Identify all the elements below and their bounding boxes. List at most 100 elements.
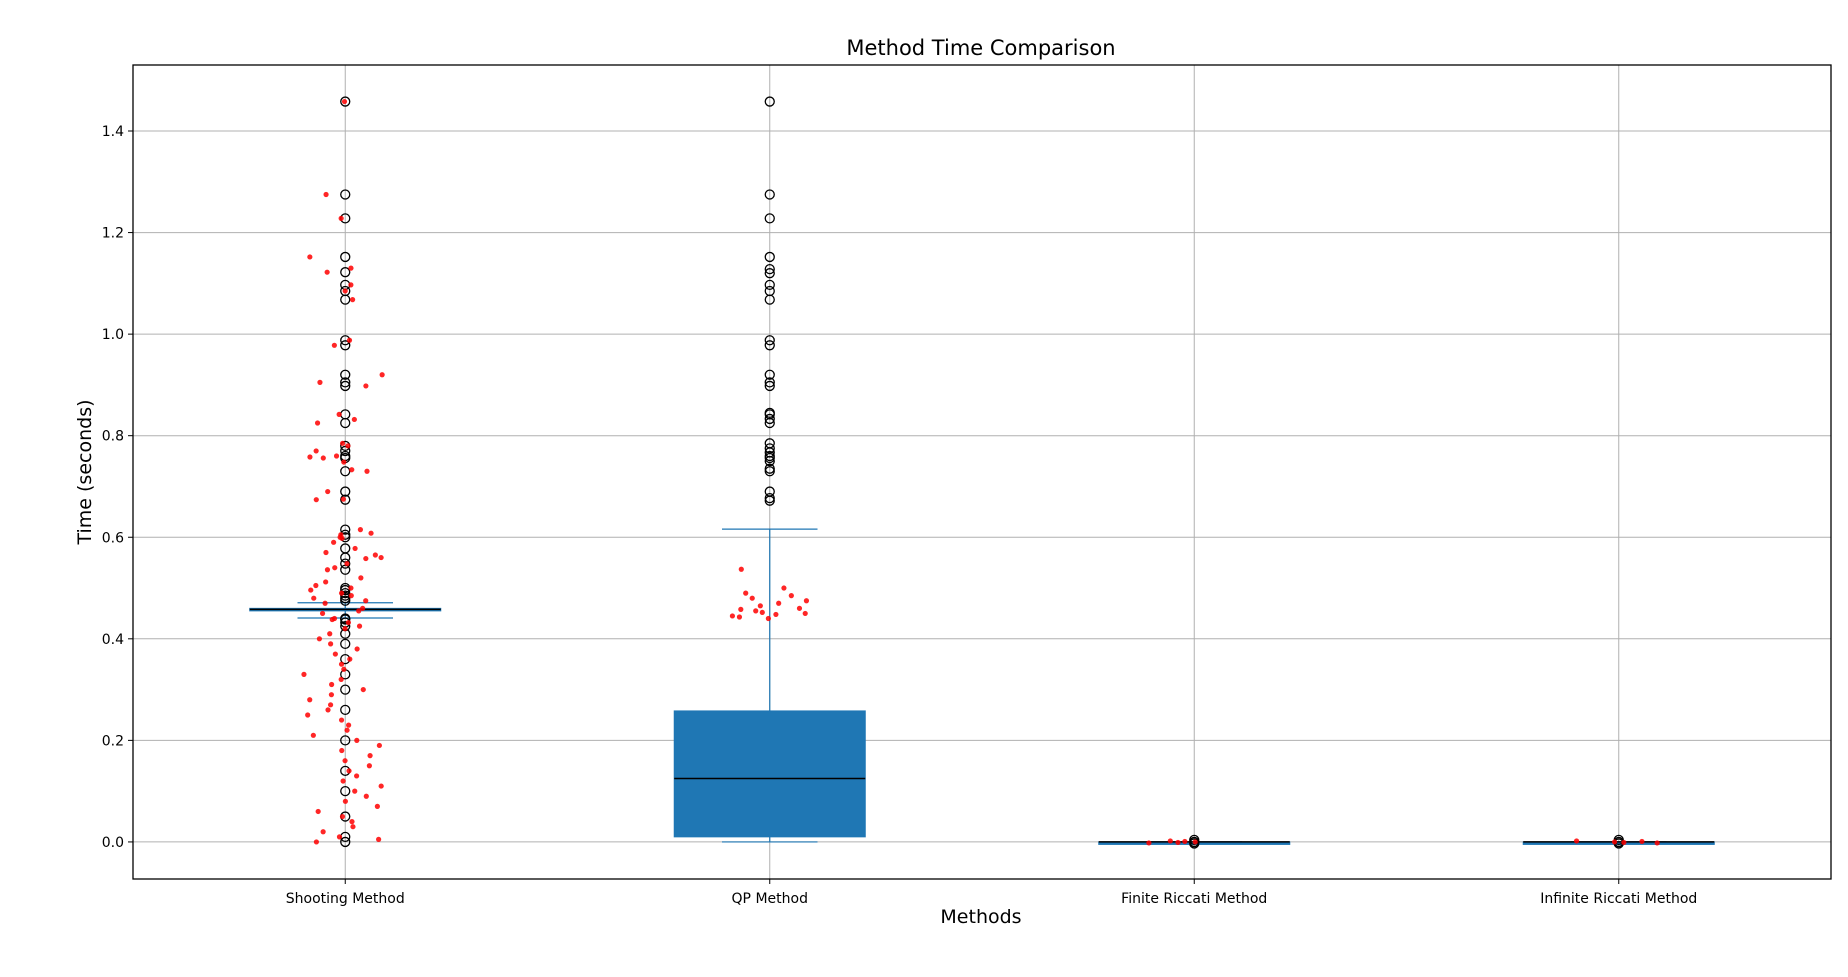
data-point <box>328 692 335 698</box>
data-point <box>311 595 317 601</box>
outlier-point <box>340 786 351 797</box>
y-tick-label: 0.0 <box>102 835 124 851</box>
outlier-point <box>764 251 775 263</box>
data-point <box>736 614 743 620</box>
y-tick-label: 0.2 <box>102 733 124 749</box>
outlier-point <box>764 493 775 504</box>
data-point <box>339 440 346 446</box>
data-point <box>796 605 803 611</box>
data-point <box>344 561 350 567</box>
outlier-point <box>340 189 351 200</box>
data-point <box>348 265 354 271</box>
data-point <box>356 623 363 629</box>
data-point <box>1654 840 1660 846</box>
data-point <box>325 488 331 495</box>
data-point <box>374 803 380 809</box>
data-point <box>341 459 347 465</box>
data-point <box>379 372 385 378</box>
data-point <box>372 552 378 558</box>
data-point <box>348 593 354 599</box>
data-point <box>313 582 319 589</box>
y-tick-label: 1.4 <box>102 124 124 140</box>
data-point <box>367 753 373 759</box>
data-point <box>310 732 316 738</box>
data-point <box>356 608 362 614</box>
outlier-point <box>764 294 775 305</box>
data-point <box>738 606 744 612</box>
data-point <box>340 496 347 502</box>
data-point <box>348 585 354 591</box>
data-point <box>320 455 326 461</box>
data-point <box>332 651 338 657</box>
data-point <box>345 443 351 449</box>
data-point <box>329 681 335 688</box>
outlier-point <box>340 638 351 650</box>
data-point <box>314 420 321 426</box>
data-point <box>363 793 369 799</box>
data-point <box>349 297 356 303</box>
data-point <box>328 641 334 647</box>
outlier-point <box>340 614 351 625</box>
data-point <box>345 619 351 626</box>
data-point <box>341 666 347 672</box>
data-point <box>308 587 314 593</box>
y-tick-label: 0.8 <box>102 429 124 445</box>
data-point <box>339 813 346 820</box>
data-point <box>776 600 782 606</box>
data-point <box>364 468 370 474</box>
boxes-layer <box>249 96 1715 849</box>
outlier-point <box>764 279 775 291</box>
data-point <box>759 609 765 616</box>
data-point <box>341 98 348 105</box>
data-point <box>1146 840 1152 846</box>
outlier-point <box>764 189 775 200</box>
data-point <box>323 579 329 585</box>
data-point <box>325 707 331 713</box>
x-tick-label: Shooting Method <box>286 891 405 907</box>
outlier-point <box>340 836 351 848</box>
data-point <box>338 661 345 667</box>
data-point <box>1175 839 1181 846</box>
outlier-point <box>764 369 775 380</box>
outlier-point <box>340 294 351 305</box>
data-point <box>352 788 358 794</box>
data-point <box>336 834 343 840</box>
outlier-point <box>340 593 351 604</box>
outlier-point <box>340 524 351 535</box>
data-point <box>352 545 358 552</box>
data-point <box>376 742 382 749</box>
y-tick-label: 1.2 <box>102 226 124 242</box>
data-point <box>1192 839 1198 845</box>
data-point <box>317 379 323 385</box>
outlier-point <box>764 413 775 425</box>
data-point <box>313 448 319 454</box>
data-point <box>323 191 329 198</box>
data-point <box>1621 839 1627 846</box>
data-point <box>366 763 372 769</box>
outlier-point <box>764 380 775 392</box>
y-tick-label: 0.4 <box>102 632 124 648</box>
data-point <box>368 530 374 536</box>
data-point <box>773 611 779 618</box>
data-point <box>738 566 744 572</box>
data-point <box>307 454 313 460</box>
chart-title: Method Time Comparison <box>846 36 1115 60</box>
data-point <box>327 631 333 637</box>
outlier-point <box>340 558 351 569</box>
x-tick-label: QP Method <box>732 891 808 907</box>
data-point <box>363 598 369 604</box>
data-point <box>331 342 337 348</box>
outlier-point <box>764 340 775 351</box>
data-point <box>305 712 311 718</box>
outlier-point <box>764 463 775 474</box>
data-point <box>333 453 340 459</box>
outlier-point <box>340 445 351 457</box>
data-point <box>1573 838 1580 844</box>
data-point <box>803 598 810 604</box>
data-point <box>301 671 307 677</box>
data-point <box>320 829 326 835</box>
outlier-point <box>340 417 351 429</box>
x-axis-ticks: Shooting Method QP Method Finite Riccati M… <box>286 879 1697 907</box>
y-tick-label: 0.6 <box>102 530 124 546</box>
outlier-point <box>340 267 351 278</box>
